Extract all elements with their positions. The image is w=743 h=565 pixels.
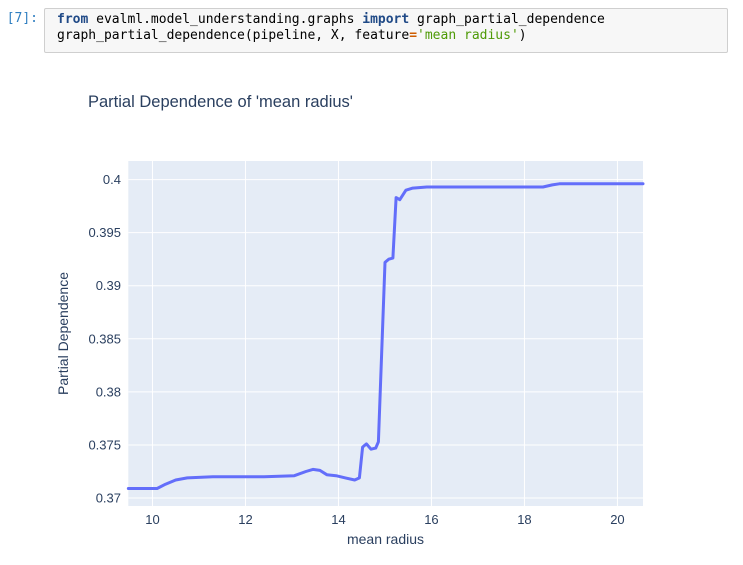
cell-execution-prompt: [7]:	[6, 11, 38, 26]
code-text: from evalml.model_understanding.graphs i…	[57, 12, 605, 43]
y-tick-label: 0.395	[88, 225, 121, 240]
partial-dependence-line	[126, 182, 645, 490]
x-axis-title: mean radius	[347, 531, 424, 547]
x-tick-label: 16	[424, 512, 438, 527]
gridlines	[128, 161, 643, 506]
y-axis-title: Partial Dependence	[55, 272, 71, 395]
y-tick-label: 0.375	[88, 437, 121, 452]
x-tick-label: 10	[145, 512, 159, 527]
x-tick-label: 20	[610, 512, 624, 527]
y-tick-label: 0.38	[96, 384, 121, 399]
code-cell[interactable]: from evalml.model_understanding.graphs i…	[44, 8, 728, 53]
y-tick-label: 0.39	[96, 278, 121, 293]
x-tick-label: 14	[331, 512, 345, 527]
y-tick-label: 0.4	[103, 172, 121, 187]
x-tick-label: 18	[517, 512, 531, 527]
x-tick-label: 12	[238, 512, 252, 527]
x-axis-tick-labels: 10 12 14 16 18 20	[145, 512, 624, 527]
partial-dependence-chart[interactable]: Partial Dependence of 'mean radius' 0.37…	[0, 80, 743, 565]
line-series	[126, 182, 645, 490]
y-tick-label: 0.37	[96, 491, 121, 506]
chart-title: Partial Dependence of 'mean radius'	[88, 93, 353, 111]
plot-area[interactable]	[128, 161, 644, 506]
y-tick-label: 0.385	[88, 331, 121, 346]
y-axis-tick-labels: 0.37 0.375 0.38 0.385 0.39 0.395 0.4	[88, 172, 121, 505]
